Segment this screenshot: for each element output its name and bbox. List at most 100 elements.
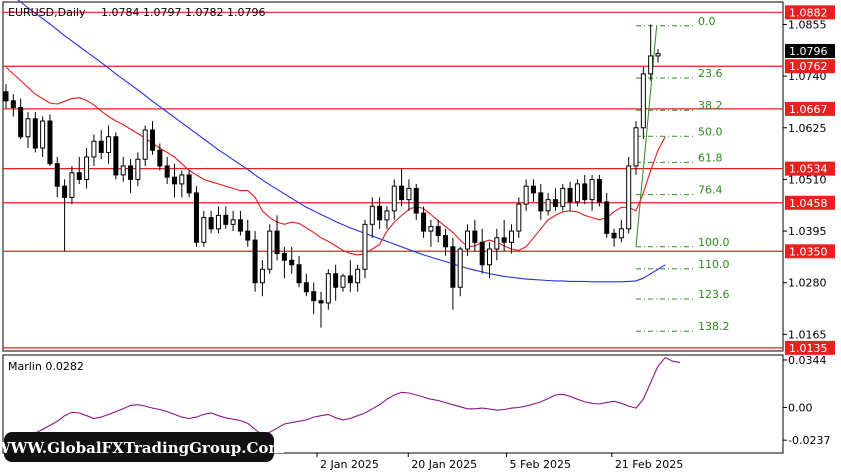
level-price-labels: 1.0882 1.0762 1.0667 1.0534 1.0458 1.0350 1.01… xyxy=(785,5,835,355)
candle-body xyxy=(296,264,302,284)
candle-body xyxy=(69,172,75,198)
candle-body xyxy=(574,183,580,203)
candle-body xyxy=(120,165,126,176)
candle-body xyxy=(91,140,97,158)
level-label-box xyxy=(785,161,835,176)
fib-level-label: 38.2 xyxy=(698,99,723,112)
ohlc-readout: 1.0784 1.0797 1.0782 1.0796 xyxy=(101,6,265,19)
ma-fast-line xyxy=(5,66,666,256)
candle-body xyxy=(633,127,639,167)
level-label-text: 1.0350 xyxy=(789,245,828,258)
marlin-oscillator xyxy=(5,356,681,437)
candlesticks xyxy=(3,24,661,328)
fibonacci-retracement: 0.0 23.6 38.2 50.0 61.8 76.4 100.0 110.0 123.6 13… xyxy=(635,15,730,333)
time-axis: 2 Jan 2025 20 Jan 2025 5 Feb 2025 21 Feb 20… xyxy=(316,453,683,471)
level-label-text: 1.0882 xyxy=(789,6,828,19)
watermark-text: WWW.GlobalFXTradingGroup.Com xyxy=(0,439,284,457)
candle-body xyxy=(516,203,522,232)
level-label-text: 1.0135 xyxy=(789,342,828,355)
candle-body xyxy=(171,176,177,185)
candle-body xyxy=(567,187,573,203)
candle-body xyxy=(355,268,361,284)
candle-body xyxy=(215,214,221,230)
candle-body xyxy=(142,129,148,160)
candle-body xyxy=(560,187,566,207)
candle-body xyxy=(245,230,251,241)
fib-level-label: 138.2 xyxy=(698,320,730,333)
candle-body xyxy=(325,273,331,304)
fib-level-label: 50.0 xyxy=(698,125,723,138)
candle-body xyxy=(362,223,368,270)
price-tick-label: 1.0395 xyxy=(788,225,827,238)
candle-body xyxy=(413,187,419,214)
current-price-box xyxy=(785,43,835,58)
candle-body xyxy=(150,129,156,151)
candle-body xyxy=(193,192,199,243)
candle-body xyxy=(421,212,427,232)
candle-body xyxy=(281,253,287,261)
candle-body xyxy=(655,53,661,57)
candle-body xyxy=(135,158,141,180)
candle-body xyxy=(25,118,31,138)
watermark-background xyxy=(4,432,274,462)
candle-body xyxy=(472,230,478,243)
candle-body xyxy=(223,214,229,225)
candle-body xyxy=(618,228,624,239)
candle-body xyxy=(318,300,324,304)
candle-body xyxy=(76,172,82,180)
time-tick-label: 21 Feb 2025 xyxy=(615,458,683,471)
fib-level-label: 110.0 xyxy=(698,258,730,271)
candle-body xyxy=(596,178,602,203)
candle-body xyxy=(62,185,68,198)
price-tick-label: 1.0280 xyxy=(788,277,827,290)
candle-body xyxy=(179,174,185,185)
candle-body xyxy=(106,136,112,153)
level-label-box xyxy=(785,244,835,259)
candle-body xyxy=(347,275,353,284)
fib-level-label: 100.0 xyxy=(698,236,730,249)
level-label-text: 1.0458 xyxy=(789,197,828,210)
candle-body xyxy=(406,187,412,201)
candle-body xyxy=(201,217,207,243)
candle-body xyxy=(311,291,317,302)
candle-body xyxy=(487,248,493,266)
time-tick-label: 2 Jan 2025 xyxy=(320,458,379,471)
candle-body xyxy=(501,237,507,243)
level-label-text: 1.0534 xyxy=(789,163,828,176)
candle-body xyxy=(10,100,16,109)
candle-body xyxy=(32,118,38,149)
candle-body xyxy=(479,241,485,266)
candle-body xyxy=(47,120,53,165)
price-tick-label: 1.0740 xyxy=(788,70,827,83)
time-tick-label: 5 Feb 2025 xyxy=(510,458,571,471)
candle-body xyxy=(164,165,170,178)
price-axis: 1.0855 1.0740 1.0625 1.0510 1.0395 1.0280 1.01… xyxy=(783,18,827,341)
symbol-title: EURUSD,Daily xyxy=(8,6,86,19)
candle-body xyxy=(399,185,405,201)
osc-tick-label: 0.0344 xyxy=(788,354,827,367)
candle-body xyxy=(157,149,163,167)
candle-body xyxy=(611,232,617,239)
price-tick-label: 1.0510 xyxy=(788,173,827,186)
level-label-text: 1.0667 xyxy=(789,103,828,116)
moving-averages xyxy=(5,0,666,283)
candle-body xyxy=(582,183,588,201)
candle-body xyxy=(589,178,595,201)
candle-body xyxy=(289,259,295,266)
candle-body xyxy=(259,268,265,284)
oscillator-panel xyxy=(2,354,784,454)
candle-body xyxy=(530,185,536,194)
candle-body xyxy=(128,165,134,180)
fib-level-label: 23.6 xyxy=(698,67,723,80)
candle-body xyxy=(384,210,390,221)
fib-trend-line xyxy=(635,25,658,247)
candle-body xyxy=(267,230,273,270)
candle-body xyxy=(208,217,214,230)
candle-body xyxy=(552,199,558,207)
candle-body xyxy=(377,205,383,221)
price-tick-label: 1.0165 xyxy=(788,328,827,341)
candle-body xyxy=(465,230,471,250)
level-label-box xyxy=(785,101,835,116)
level-label-text: 1.0762 xyxy=(789,60,828,73)
